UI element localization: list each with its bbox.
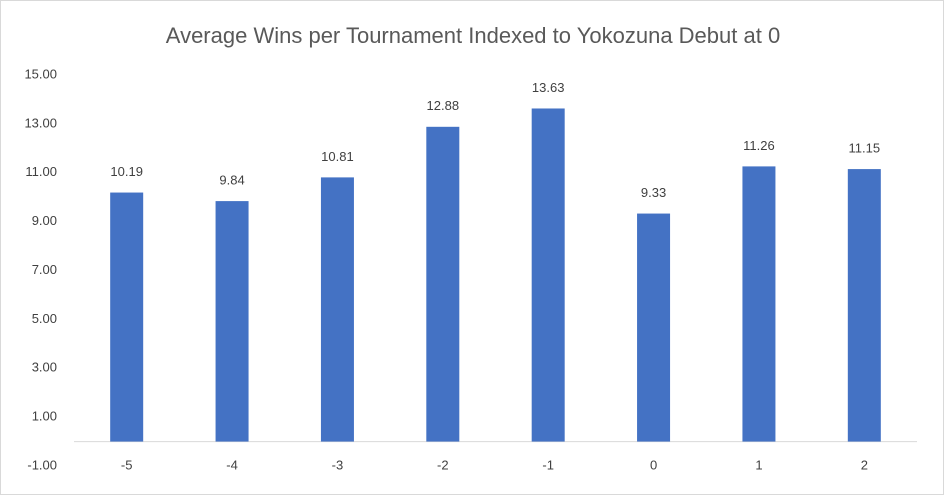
data-label: 9.33 [641,185,666,200]
bar [426,126,460,442]
data-label: 11.26 [743,138,775,153]
bar [637,213,671,442]
bar [742,166,776,442]
x-tick-label: -2 [437,457,449,472]
bar [847,169,881,442]
data-label: 11.15 [849,141,881,156]
y-tick-label: 3.00 [32,360,57,375]
y-tick-label: 13.00 [24,115,57,130]
bar [110,192,144,442]
x-tick-label: 2 [861,457,868,472]
y-tick-label: 9.00 [32,213,57,228]
data-label: 12.88 [427,98,460,113]
bar [531,108,565,442]
x-tick-label: 1 [755,457,762,472]
y-tick-label: 11.00 [25,164,57,179]
chart-title: Average Wins per Tournament Indexed to Y… [166,23,780,48]
data-label: 10.19 [110,164,143,179]
data-label: 10.81 [321,149,354,164]
y-tick-label: 15.00 [24,66,57,81]
x-tick-label: -3 [332,457,344,472]
bar [320,177,354,442]
x-tick-label: -1 [542,457,554,472]
y-tick-label: 5.00 [32,311,57,326]
y-tick-label: -1.00 [27,457,57,472]
data-label: 13.63 [532,80,565,95]
y-tick-label: 1.00 [32,409,57,424]
x-tick-label: 0 [650,457,657,472]
data-label: 9.84 [219,173,244,188]
x-tick-label: -4 [226,457,238,472]
bar [215,201,249,442]
y-tick-label: 7.00 [32,262,57,277]
x-tick-label: -5 [121,457,133,472]
